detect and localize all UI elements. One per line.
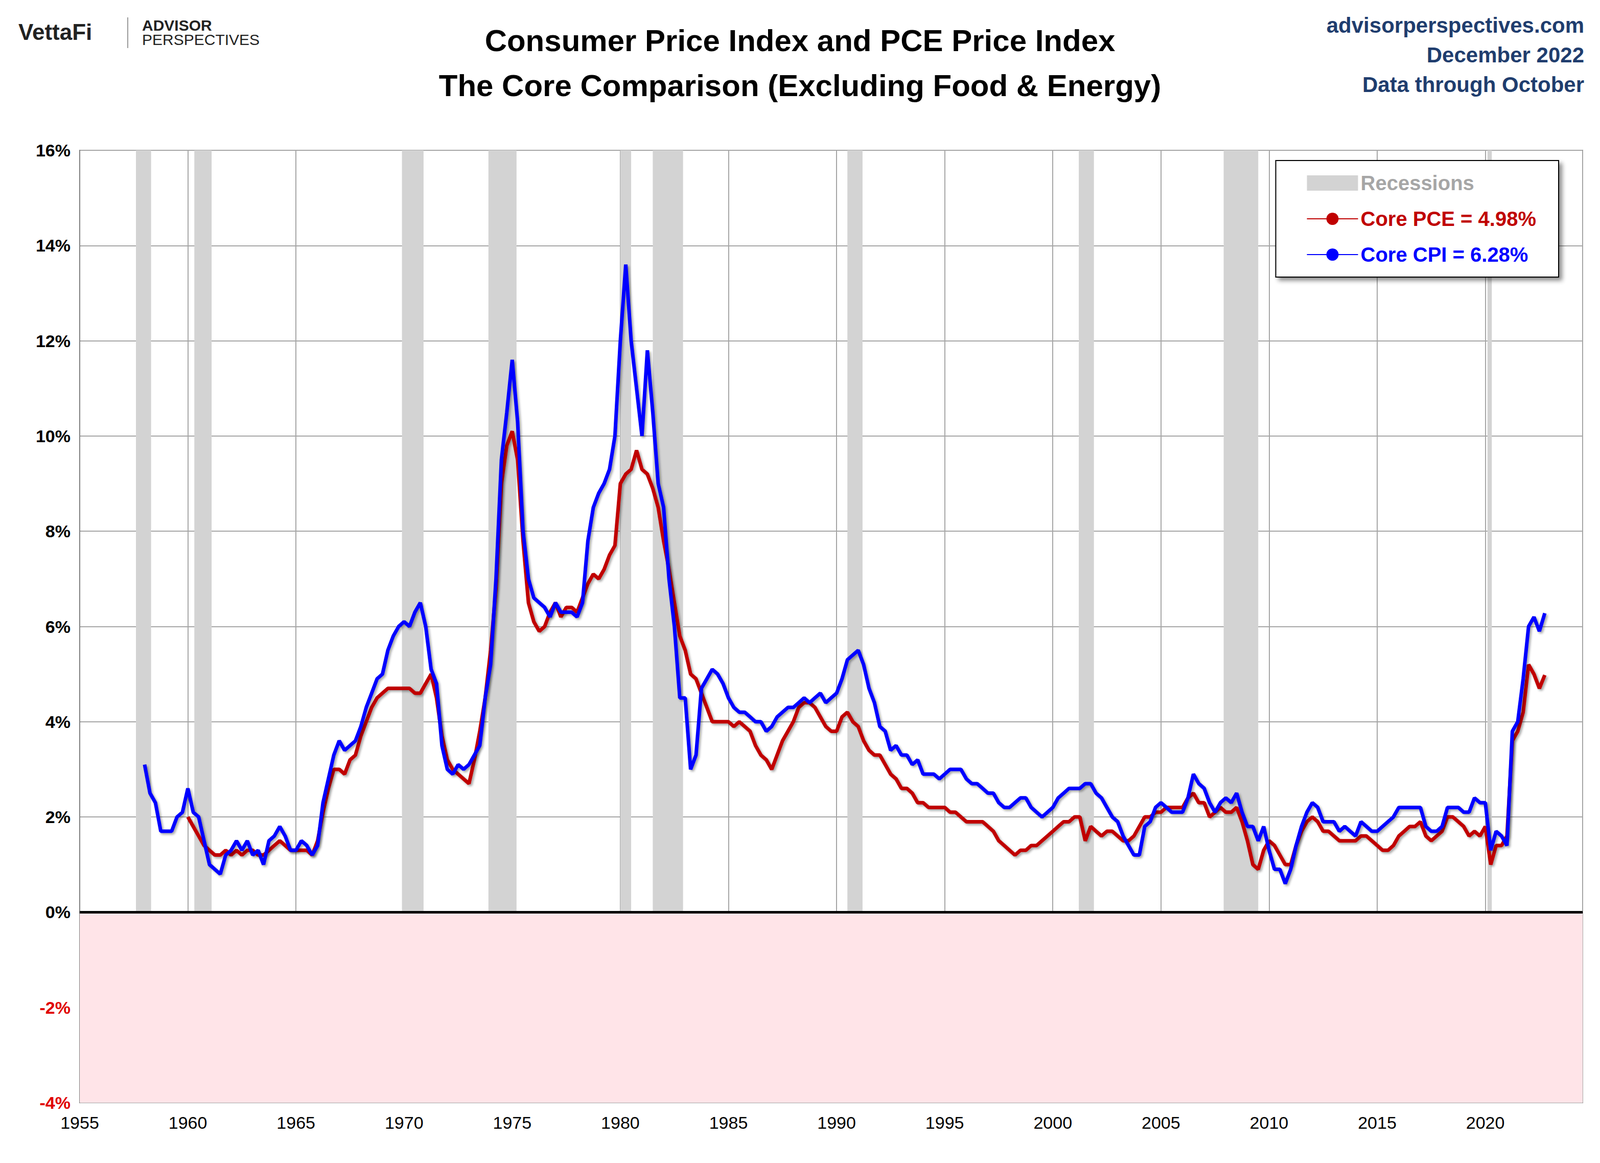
svg-text:2015: 2015 — [1357, 1112, 1397, 1132]
svg-text:Data through October: Data through October — [1362, 72, 1585, 97]
svg-text:2010: 2010 — [1249, 1112, 1289, 1132]
svg-text:-4%: -4% — [39, 1092, 71, 1112]
svg-text:The Core Comparison (Excluding: The Core Comparison (Excluding Food & En… — [438, 68, 1162, 103]
svg-text:1975: 1975 — [493, 1112, 532, 1132]
svg-text:1970: 1970 — [384, 1112, 424, 1132]
svg-text:advisorperspectives.com: advisorperspectives.com — [1326, 13, 1585, 38]
svg-text:December 2022: December 2022 — [1426, 42, 1585, 67]
svg-text:-2%: -2% — [39, 997, 71, 1017]
svg-text:16%: 16% — [35, 140, 71, 160]
svg-text:2020: 2020 — [1466, 1112, 1505, 1132]
svg-text:1955: 1955 — [60, 1112, 100, 1132]
svg-text:PERSPECTIVES: PERSPECTIVES — [142, 31, 260, 49]
svg-text:Core CPI = 6.28%: Core CPI = 6.28% — [1360, 243, 1529, 266]
svg-text:2%: 2% — [45, 806, 71, 827]
svg-text:8%: 8% — [45, 521, 71, 541]
svg-text:14%: 14% — [35, 235, 71, 255]
svg-text:1985: 1985 — [709, 1112, 749, 1132]
svg-text:Core PCE = 4.98%: Core PCE = 4.98% — [1360, 207, 1537, 230]
svg-text:4%: 4% — [45, 711, 71, 732]
svg-text:VettaFi: VettaFi — [18, 19, 92, 45]
svg-text:Consumer Price Index and PCE P: Consumer Price Index and PCE Price Index — [484, 23, 1116, 58]
svg-text:6%: 6% — [45, 616, 71, 637]
svg-text:2000: 2000 — [1033, 1112, 1073, 1132]
svg-text:10%: 10% — [35, 426, 71, 446]
svg-text:1980: 1980 — [600, 1112, 640, 1132]
svg-text:Recessions: Recessions — [1360, 171, 1475, 195]
svg-text:0%: 0% — [45, 901, 71, 922]
svg-text:1990: 1990 — [817, 1112, 856, 1132]
svg-text:1995: 1995 — [925, 1112, 965, 1132]
svg-text:1965: 1965 — [276, 1112, 316, 1132]
svg-text:1960: 1960 — [168, 1112, 208, 1132]
svg-text:ADVISOR: ADVISOR — [142, 16, 212, 34]
svg-text:2005: 2005 — [1141, 1112, 1181, 1132]
svg-text:12%: 12% — [35, 331, 71, 351]
